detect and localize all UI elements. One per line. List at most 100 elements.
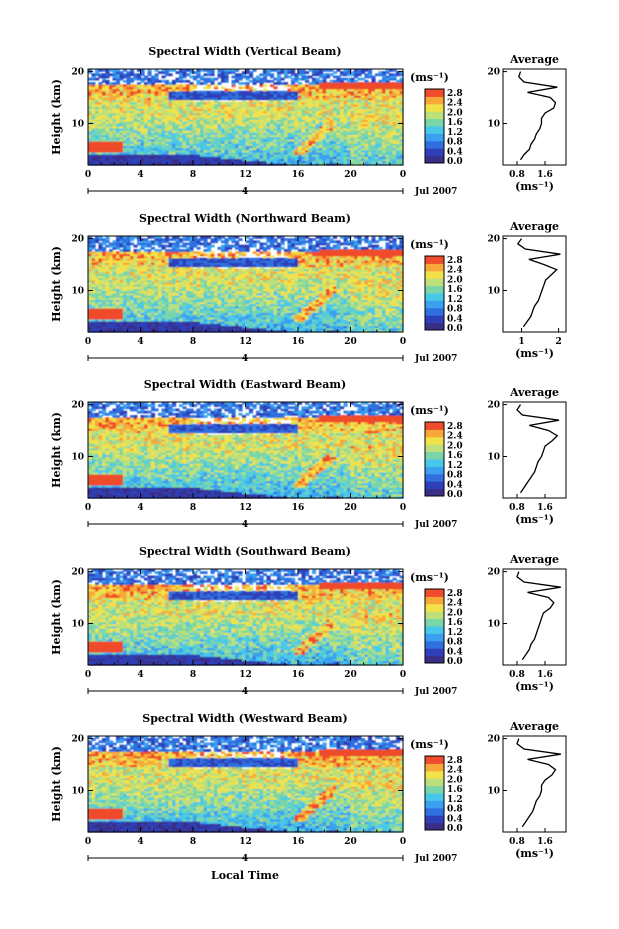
heatmap-cell — [165, 275, 170, 279]
heatmap-cell — [263, 110, 268, 114]
heatmap-cell — [123, 141, 128, 144]
heatmap-cell — [336, 114, 341, 118]
heatmap-cell — [144, 132, 149, 136]
heatmap-cell — [238, 112, 243, 116]
heatmap-cell — [326, 101, 331, 105]
heatmap-cell — [102, 73, 107, 77]
heatmap-cell — [168, 266, 173, 270]
heatmap-cell — [158, 286, 163, 289]
heatmap-cell — [266, 103, 271, 107]
heatmap-cell — [123, 294, 128, 298]
heatmap-cell — [263, 108, 268, 112]
y-tick-label: 10 — [71, 119, 84, 129]
heatmap-cell — [284, 90, 289, 94]
heatmap-cell — [179, 240, 184, 244]
heatmap-cell — [214, 134, 219, 138]
heatmap-cell — [179, 327, 184, 331]
heatmap-cell — [256, 158, 261, 162]
heatmap-cell — [98, 249, 103, 252]
heatmap-cell — [235, 103, 240, 107]
heatmap-cell — [182, 114, 187, 118]
heatmap-cell — [119, 268, 124, 272]
heatmap-cell — [312, 84, 317, 88]
heatmap-cell — [165, 260, 170, 263]
heatmap-cell — [158, 114, 163, 118]
heatmap-cell — [371, 123, 376, 127]
heatmap-cell — [361, 69, 366, 72]
heatmap-cell — [305, 97, 310, 101]
heatmap-cell — [137, 255, 142, 259]
heatmap-cell — [98, 323, 103, 327]
heatmap-cell — [102, 292, 107, 296]
heatmap-cell — [98, 88, 103, 92]
heatmap-cell — [368, 136, 373, 140]
heatmap-cell — [119, 286, 124, 289]
heatmap-cell — [214, 156, 219, 160]
heatmap-cell — [329, 99, 334, 103]
heatmap-cell — [287, 93, 292, 96]
heatmap-cell — [147, 301, 152, 305]
heatmap-cell — [357, 114, 362, 118]
heatmap-cell — [389, 145, 394, 149]
heatmap-cell — [270, 110, 275, 114]
heatmap-cell — [137, 151, 142, 155]
heatmap-cell — [119, 75, 124, 79]
heatmap-cell — [193, 147, 198, 151]
heatmap-cell — [361, 158, 366, 162]
colorbar-tick-label: 2.0 — [447, 108, 463, 118]
heatmap-cell — [249, 99, 254, 103]
heatmap-cell — [186, 301, 191, 305]
heatmap-cell — [263, 71, 268, 74]
heatmap-cell — [116, 79, 121, 83]
heatmap-cell — [291, 127, 296, 131]
heatmap-cell — [147, 119, 152, 122]
heatmap-cell — [280, 77, 285, 81]
heatmap-cell — [175, 240, 180, 244]
heatmap-cell — [203, 73, 208, 77]
heatmap-cell — [392, 149, 397, 153]
heatmap-cell — [168, 138, 173, 142]
heatmap-cell — [116, 132, 121, 136]
heatmap-cell — [137, 301, 142, 305]
heatmap-cell — [130, 95, 135, 98]
heatmap-cell — [238, 147, 243, 151]
heatmap-cell — [144, 260, 149, 263]
heatmap-cell — [273, 112, 278, 116]
heatmap-cell — [126, 108, 131, 112]
heatmap-cell — [399, 110, 404, 114]
heatmap-cell — [168, 132, 173, 136]
heatmap-cell — [154, 93, 159, 96]
heatmap-cell — [112, 86, 117, 90]
heatmap-cell — [189, 134, 194, 138]
heatmap-cell — [91, 242, 96, 246]
heatmap-cell — [119, 119, 124, 122]
heatmap-cell — [389, 158, 394, 162]
heatmap-cell — [224, 112, 229, 116]
heatmap-cell — [154, 270, 159, 274]
heatmap-cell — [168, 97, 173, 101]
heatmap — [88, 236, 404, 333]
heatmap-cell — [182, 303, 187, 307]
heatmap-cell — [123, 273, 128, 276]
heatmap-cell — [88, 305, 93, 309]
heatmap-cell — [238, 151, 243, 155]
heatmap-cell — [242, 149, 247, 153]
heatmap-cell — [186, 132, 191, 136]
heatmap-cell — [165, 156, 170, 160]
heatmap-cell — [175, 292, 180, 296]
heatmap-cell — [228, 156, 233, 160]
heatmap-cell — [154, 101, 159, 105]
heatmap-cell — [378, 121, 383, 125]
heatmap-cell — [193, 110, 198, 114]
heatmap-cell — [368, 123, 373, 127]
heatmap-cell — [133, 286, 138, 289]
heatmap-cell — [364, 84, 369, 88]
heatmap-cell — [235, 127, 240, 131]
heatmap-cell — [91, 106, 96, 109]
heatmap-cell — [319, 138, 324, 142]
heatmap-cell — [210, 114, 215, 118]
heatmap-cell — [203, 134, 208, 138]
heatmap-cell — [189, 93, 194, 96]
heatmap-cell — [109, 327, 114, 331]
heatmap-cell — [175, 145, 180, 149]
